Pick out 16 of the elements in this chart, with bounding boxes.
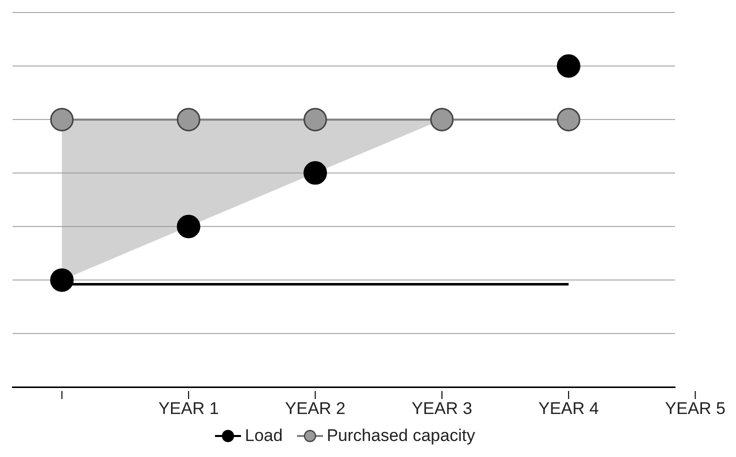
x-tick-label: YEAR 4 [538,399,599,418]
x-tick-label: YEAR 2 [285,399,346,418]
point [50,268,74,292]
point [556,108,580,132]
point [50,108,74,132]
legend-label: Purchased capacity [326,426,476,446]
point [176,214,200,238]
point [556,54,580,78]
point [304,108,327,132]
point [430,108,454,132]
x-tick-label: YEAR 3 [412,399,472,418]
point [304,161,327,185]
point [176,108,200,132]
x-tick-label: YEAR 5 [665,399,726,418]
x-tick-label: YEAR 1 [158,399,219,418]
legend-label: Load [244,426,283,446]
